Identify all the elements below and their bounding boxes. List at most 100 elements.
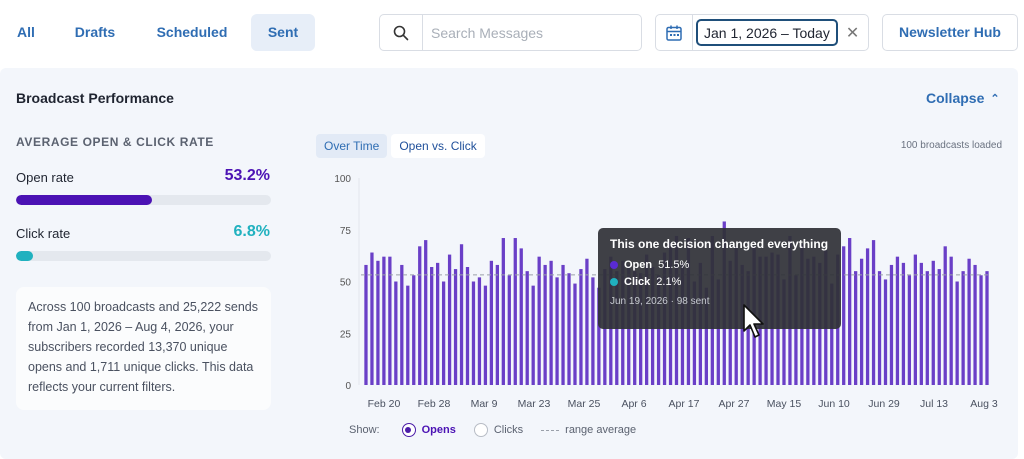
date-range-input[interactable]: Jan 1, 2026 – Today — [696, 19, 838, 46]
opens-bar — [376, 260, 380, 385]
open-rate-fill — [16, 195, 152, 205]
open-rate-value: 53.2% — [224, 167, 270, 184]
opens-bar — [871, 240, 876, 385]
opens-bar — [418, 246, 422, 385]
tab-drafts[interactable]: Drafts — [74, 24, 116, 40]
opens-bar — [370, 252, 374, 385]
open-dot-icon — [610, 261, 618, 269]
opens-bar — [692, 281, 697, 385]
opens-bar — [549, 260, 553, 385]
y-tick-label: 75 — [340, 226, 352, 237]
summary-text: Across 100 broadcasts and 25,222 sends f… — [16, 287, 271, 410]
opens-bar — [919, 262, 923, 385]
tab-over-time[interactable]: Over Time — [316, 134, 388, 158]
opens-bar — [555, 277, 559, 385]
dashed-line-icon — [541, 429, 560, 431]
opens-bar — [447, 254, 452, 385]
close-icon[interactable]: ✕ — [845, 24, 860, 42]
x-tick-label: Jul 13 — [920, 398, 948, 410]
opens-bar — [943, 246, 947, 385]
opens-bar — [483, 285, 488, 385]
opens-bar — [925, 271, 929, 385]
opens-bar — [907, 275, 912, 385]
opens-bar — [949, 256, 953, 385]
opens-bar — [597, 287, 601, 385]
chart-tooltip: This one decision changed everything Ope… — [598, 228, 841, 329]
click-dot-icon — [610, 278, 618, 286]
calendar-icon[interactable] — [656, 15, 693, 50]
panel-title: Broadcast Performance — [16, 90, 174, 106]
opens-bar — [412, 275, 416, 385]
opens-bar — [854, 271, 858, 385]
opens-bar — [489, 260, 494, 385]
show-label: Show: — [349, 424, 380, 436]
legend-clicks[interactable]: Clicks — [473, 423, 523, 437]
opens-bar — [794, 275, 798, 385]
x-tick-label: Mar 25 — [568, 398, 601, 410]
x-tick-label: Feb 20 — [368, 398, 401, 410]
tooltip-open-value: 51.5% — [658, 259, 690, 271]
click-rate-bar — [16, 251, 271, 261]
opens-bar — [477, 277, 482, 385]
top-bar: All Drafts Scheduled Sent Jan 1, 2026 – … — [0, 0, 1024, 66]
tab-scheduled[interactable]: Scheduled — [156, 24, 228, 40]
opens-bar — [465, 267, 470, 385]
opens-bar — [519, 248, 523, 385]
opens-bar — [830, 283, 834, 385]
opens-bar — [961, 271, 965, 385]
click-rate-value: 6.8% — [233, 223, 270, 240]
y-tick-label: 50 — [340, 278, 352, 289]
opens-bar — [400, 264, 404, 385]
tooltip-click-value: 2.1% — [656, 276, 682, 288]
opens-bar — [495, 264, 499, 385]
x-tick-label: Apr 6 — [621, 398, 646, 410]
tab-sent[interactable]: Sent — [251, 14, 315, 51]
opens-radio[interactable] — [401, 423, 416, 437]
newsletter-hub-button[interactable]: Newsletter Hub — [882, 14, 1018, 51]
opens-bar — [782, 279, 786, 385]
opens-bar — [424, 240, 428, 385]
search-box — [379, 14, 642, 51]
legend-range-average: range average — [541, 424, 636, 436]
mouse-cursor-icon — [743, 304, 764, 338]
opens-bar — [955, 281, 959, 385]
opens-bar — [525, 271, 529, 385]
clicks-radio[interactable] — [473, 423, 488, 437]
opens-bar — [430, 267, 434, 385]
x-tick-label: Jun 29 — [868, 398, 900, 410]
tooltip-open-row: Open 51.5% — [610, 259, 829, 271]
opens-bar — [901, 262, 906, 385]
opens-bar — [537, 256, 541, 385]
opens-bar — [937, 269, 941, 385]
opens-bar — [704, 287, 708, 385]
range-average-label: range average — [565, 424, 637, 436]
search-icon[interactable] — [380, 15, 423, 50]
collapse-button[interactable]: Collapse ⌃ — [926, 90, 1000, 106]
tab-all[interactable]: All — [17, 24, 35, 40]
opens-bar — [716, 279, 720, 385]
opens-bar — [388, 256, 392, 385]
opens-bar — [441, 281, 446, 385]
opens-bar — [591, 277, 595, 385]
y-tick-label: 25 — [340, 329, 352, 340]
opens-bar — [979, 275, 983, 385]
opens-bar — [471, 281, 476, 385]
open-rate-bar — [16, 195, 271, 205]
opens-bar — [931, 260, 935, 385]
legend-opens[interactable]: Opens — [401, 423, 456, 437]
opens-bar — [859, 258, 864, 385]
search-input[interactable] — [423, 15, 641, 50]
tooltip-click-label: Click — [624, 276, 651, 288]
opens-label: Opens — [421, 424, 456, 436]
tab-open-vs-click[interactable]: Open vs. Click — [391, 134, 485, 158]
tooltip-meta: Jun 19, 2026 · 98 sent — [610, 296, 710, 307]
opens-bar — [567, 273, 571, 385]
opens-bar — [459, 244, 464, 385]
opens-bar — [848, 238, 852, 385]
tooltip-title: This one decision changed everything — [610, 237, 829, 251]
opens-bar — [967, 258, 971, 385]
avg-rate-heading: AVERAGE OPEN & CLICK RATE — [16, 135, 214, 149]
opens-bar — [507, 275, 511, 385]
opens-bar — [985, 271, 989, 385]
y-tick-label: 100 — [334, 174, 351, 185]
